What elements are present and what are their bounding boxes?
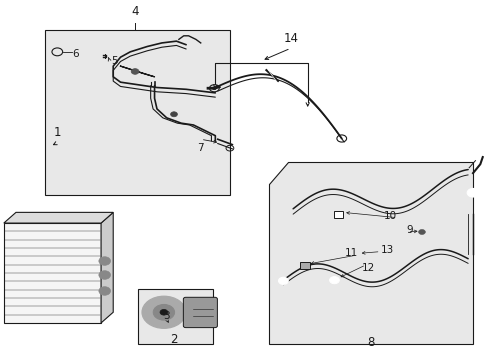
Circle shape (212, 87, 216, 90)
Text: 8: 8 (366, 336, 374, 348)
Text: 2: 2 (170, 333, 177, 346)
Bar (137, 289, 212, 345)
Circle shape (329, 276, 339, 284)
Text: 12: 12 (361, 263, 374, 273)
Text: 14: 14 (283, 32, 298, 45)
Bar (334, 211, 343, 218)
Circle shape (131, 69, 139, 74)
Circle shape (99, 287, 110, 295)
Text: 5: 5 (111, 56, 117, 66)
FancyBboxPatch shape (183, 297, 217, 328)
Circle shape (99, 271, 110, 279)
Polygon shape (101, 212, 113, 323)
Polygon shape (4, 212, 113, 223)
Circle shape (466, 189, 478, 197)
Circle shape (142, 296, 185, 328)
Circle shape (418, 229, 425, 234)
Text: 6: 6 (72, 49, 79, 59)
Text: 7: 7 (197, 143, 203, 153)
Circle shape (170, 112, 177, 117)
Text: 10: 10 (383, 211, 396, 221)
Text: 9: 9 (406, 225, 412, 235)
Text: 11: 11 (344, 248, 357, 258)
Bar (45, 31, 229, 194)
Polygon shape (268, 162, 472, 345)
Circle shape (278, 277, 287, 284)
Circle shape (99, 257, 110, 265)
Text: 4: 4 (131, 5, 139, 18)
Circle shape (153, 305, 174, 320)
Text: 3: 3 (163, 311, 170, 321)
Circle shape (160, 310, 167, 315)
Bar (4, 223, 101, 323)
Bar (300, 262, 309, 269)
Text: 1: 1 (54, 126, 61, 139)
Text: 13: 13 (381, 245, 394, 255)
